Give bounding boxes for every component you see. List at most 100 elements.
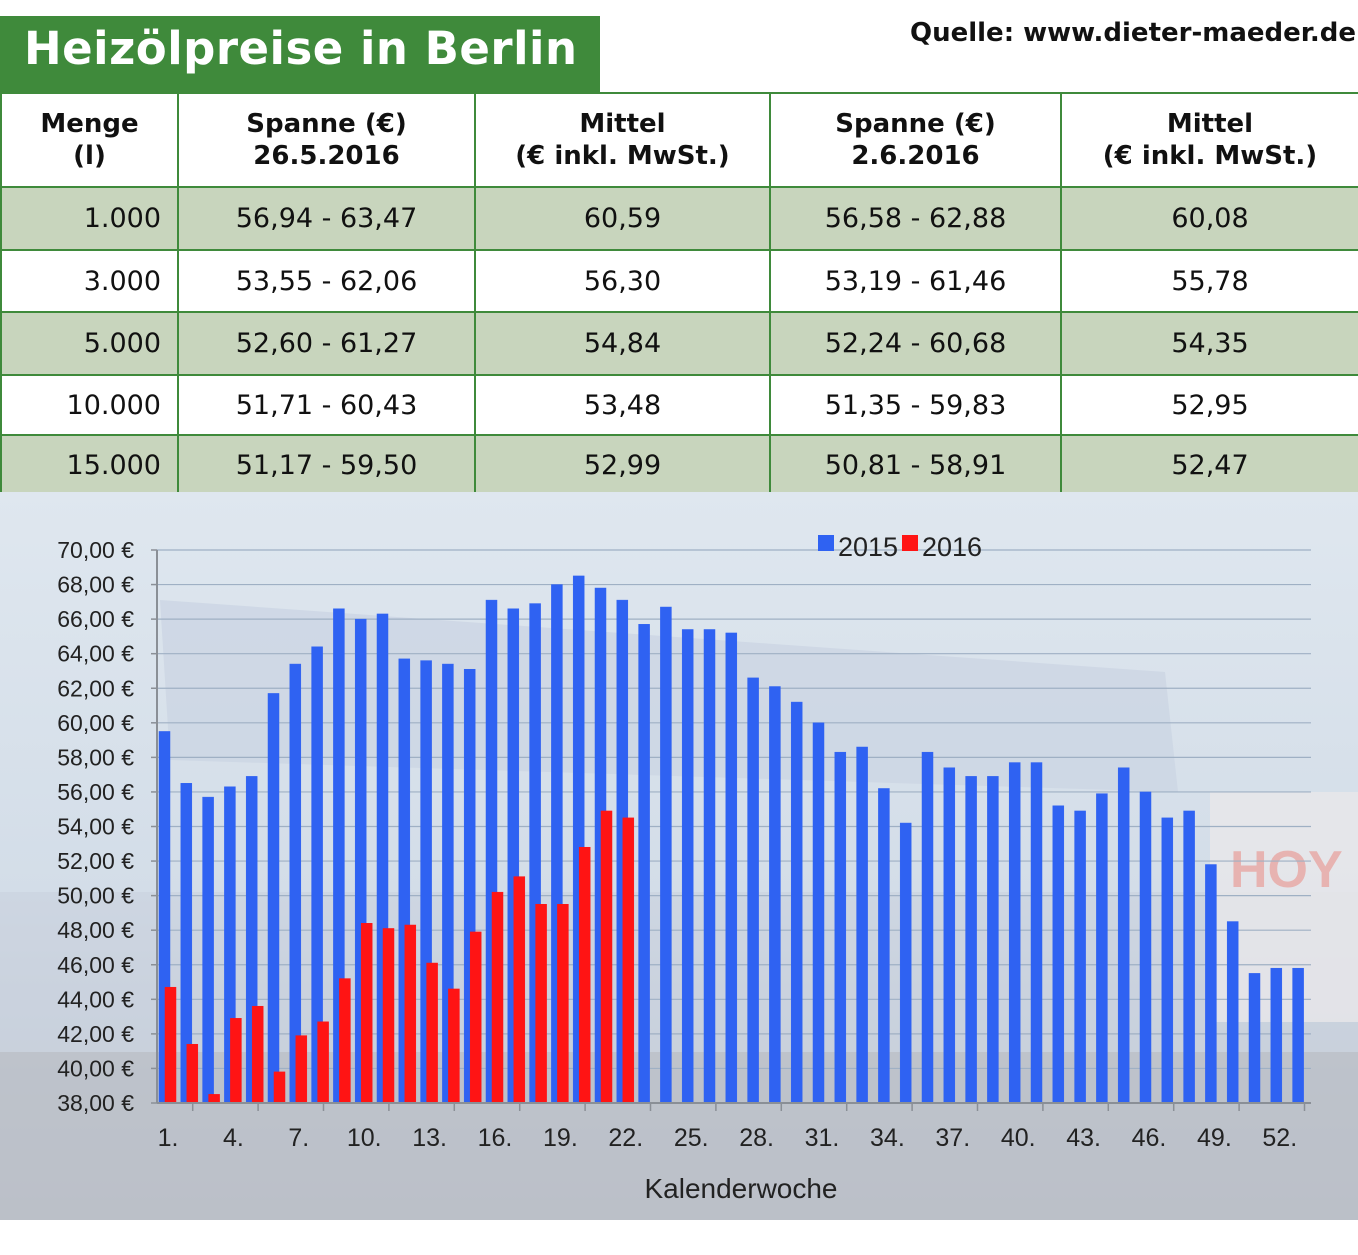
bar-2015 <box>812 722 825 1104</box>
x-tick-label: 49. <box>1197 1124 1232 1152</box>
header-mittel-2: Mittel (€ inkl. MwSt.) <box>1060 92 1358 188</box>
bar-2015 <box>1008 762 1021 1104</box>
y-tick-label: 62,00 € <box>57 675 134 701</box>
chart-area: HOY 70,00 € 68,00 € 66,00 € 64,00 € 62,00 € 6… <box>0 492 1358 1220</box>
series-2015-bars <box>158 575 1304 1104</box>
y-tick-label: 44,00 € <box>57 986 134 1012</box>
background-truck-lettering: HOY <box>1230 841 1343 899</box>
bar-2016 <box>339 978 351 1104</box>
cell-menge: 5.000 <box>0 311 179 376</box>
cell-spanne-1: 52,60 - 61,27 <box>177 311 476 376</box>
cell-mittel-1: 56,30 <box>474 249 771 313</box>
table-row: 10.000 51,71 - 60,43 53,48 51,35 - 59,83… <box>0 374 1358 436</box>
bar-2015 <box>965 776 977 1104</box>
cell-spanne-2: 51,35 - 59,83 <box>769 374 1062 436</box>
bar-2016 <box>469 931 482 1104</box>
bar-2016 <box>448 988 460 1104</box>
x-tick-label: 1. <box>158 1124 179 1152</box>
cell-menge: 1.000 <box>0 186 179 251</box>
bar-2015 <box>769 686 781 1104</box>
bar-2015 <box>1074 810 1086 1104</box>
x-tick-label: 46. <box>1132 1124 1167 1152</box>
bar-2015 <box>725 632 738 1104</box>
bar-2015 <box>1117 767 1130 1104</box>
header-mittel-1: Mittel (€ inkl. MwSt.) <box>474 92 771 188</box>
bar-2015 <box>1096 793 1108 1104</box>
cell-mittel-2: 55,78 <box>1060 249 1358 313</box>
x-tick-label: 10. <box>347 1124 382 1152</box>
bar-2015 <box>987 776 999 1104</box>
bar-2016 <box>600 810 613 1104</box>
legend-2016-label: 2016 <box>922 532 982 562</box>
cell-spanne-1: 51,71 - 60,43 <box>177 374 476 436</box>
y-tick-label: 40,00 € <box>57 1055 134 1081</box>
cell-mittel-2: 52,95 <box>1060 374 1358 436</box>
x-axis-ticks: 1. 4. 7. 10. 13. 16. 19. 22. 25. 28. 31. 34. 37. 40. 4… <box>158 1103 1306 1152</box>
y-tick-label: 48,00 € <box>57 917 134 943</box>
table-row: 3.000 53,55 - 62,06 56,30 53,19 - 61,46 … <box>0 249 1358 313</box>
cell-mittel-2: 52,47 <box>1060 434 1358 497</box>
bar-2015 <box>267 693 280 1104</box>
x-tick-label: 13. <box>412 1124 447 1152</box>
y-tick-label: 42,00 € <box>57 1021 134 1047</box>
bar-2016 <box>578 846 591 1104</box>
bar-2016 <box>164 986 177 1104</box>
bar-2015 <box>834 751 847 1104</box>
bar-2015 <box>1139 791 1152 1104</box>
bar-2015 <box>943 767 956 1104</box>
bar-2015 <box>202 796 214 1104</box>
bar-2015 <box>899 822 912 1104</box>
table-row: 1.000 56,94 - 63,47 60,59 56,58 - 62,88 … <box>0 186 1358 251</box>
cell-mittel-1: 53,48 <box>474 374 771 436</box>
bar-2015 <box>638 624 650 1104</box>
y-tick-label: 60,00 € <box>57 710 134 736</box>
title-banner: Heizölpreise in Berlin <box>0 16 600 92</box>
cell-spanne-2: 52,24 - 60,68 <box>769 311 1062 376</box>
y-tick-label: 46,00 € <box>57 952 134 978</box>
x-tick-label: 34. <box>870 1124 905 1152</box>
y-tick-label: 66,00 € <box>57 606 134 632</box>
cell-spanne-1: 56,94 - 63,47 <box>177 186 476 251</box>
source-credit: Quelle: www.dieter-maeder.de <box>909 18 1356 48</box>
y-axis-ticks: 70,00 € 68,00 € 66,00 € 64,00 € 62,00 € 60,00… <box>57 537 157 1116</box>
y-tick-label: 70,00 € <box>57 537 134 563</box>
x-tick-label: 16. <box>478 1124 513 1152</box>
bar-2016 <box>491 891 504 1104</box>
bar-2015 <box>681 629 694 1104</box>
y-tick-label: 68,00 € <box>57 572 134 598</box>
bar-2016 <box>426 962 438 1104</box>
legend-2015-label: 2015 <box>838 532 898 562</box>
x-tick-label: 37. <box>935 1124 970 1152</box>
bar-2015 <box>921 751 934 1104</box>
bottom-margin <box>0 1220 1358 1255</box>
cell-mittel-2: 60,08 <box>1060 186 1358 251</box>
bar-2016 <box>404 924 417 1104</box>
bar-2015 <box>1030 762 1043 1104</box>
bar-2016 <box>317 1021 329 1104</box>
cell-mittel-1: 54,84 <box>474 311 771 376</box>
header-menge: Menge (l) <box>0 92 179 188</box>
bar-2016 <box>251 1005 264 1104</box>
bar-2015 <box>1292 967 1304 1104</box>
cell-spanne-2: 56,58 - 62,88 <box>769 186 1062 251</box>
cell-menge: 10.000 <box>0 374 179 436</box>
bar-2016 <box>535 904 547 1104</box>
cell-spanne-1: 53,55 - 62,06 <box>177 249 476 313</box>
x-tick-label: 43. <box>1066 1124 1101 1152</box>
cell-mittel-2: 54,35 <box>1060 311 1358 376</box>
bar-2015 <box>1226 921 1239 1104</box>
bar-2015 <box>878 788 890 1104</box>
legend-2016-swatch <box>902 535 918 551</box>
bar-2015 <box>747 677 759 1104</box>
legend: 2015 2016 <box>818 532 982 562</box>
table-row: 5.000 52,60 - 61,27 54,84 52,24 - 60,68 … <box>0 311 1358 376</box>
y-tick-label: 58,00 € <box>57 744 134 770</box>
bar-2015 <box>1052 805 1065 1104</box>
y-tick-label: 64,00 € <box>57 641 134 667</box>
y-tick-label: 50,00 € <box>57 883 134 909</box>
cell-mittel-1: 52,99 <box>474 434 771 497</box>
bar-2015 <box>1183 810 1195 1104</box>
cell-spanne-2: 53,19 - 61,46 <box>769 249 1062 313</box>
table-row: 15.000 51,17 - 59,50 52,99 50,81 - 58,91… <box>0 434 1358 497</box>
bar-2015 <box>1161 817 1174 1104</box>
